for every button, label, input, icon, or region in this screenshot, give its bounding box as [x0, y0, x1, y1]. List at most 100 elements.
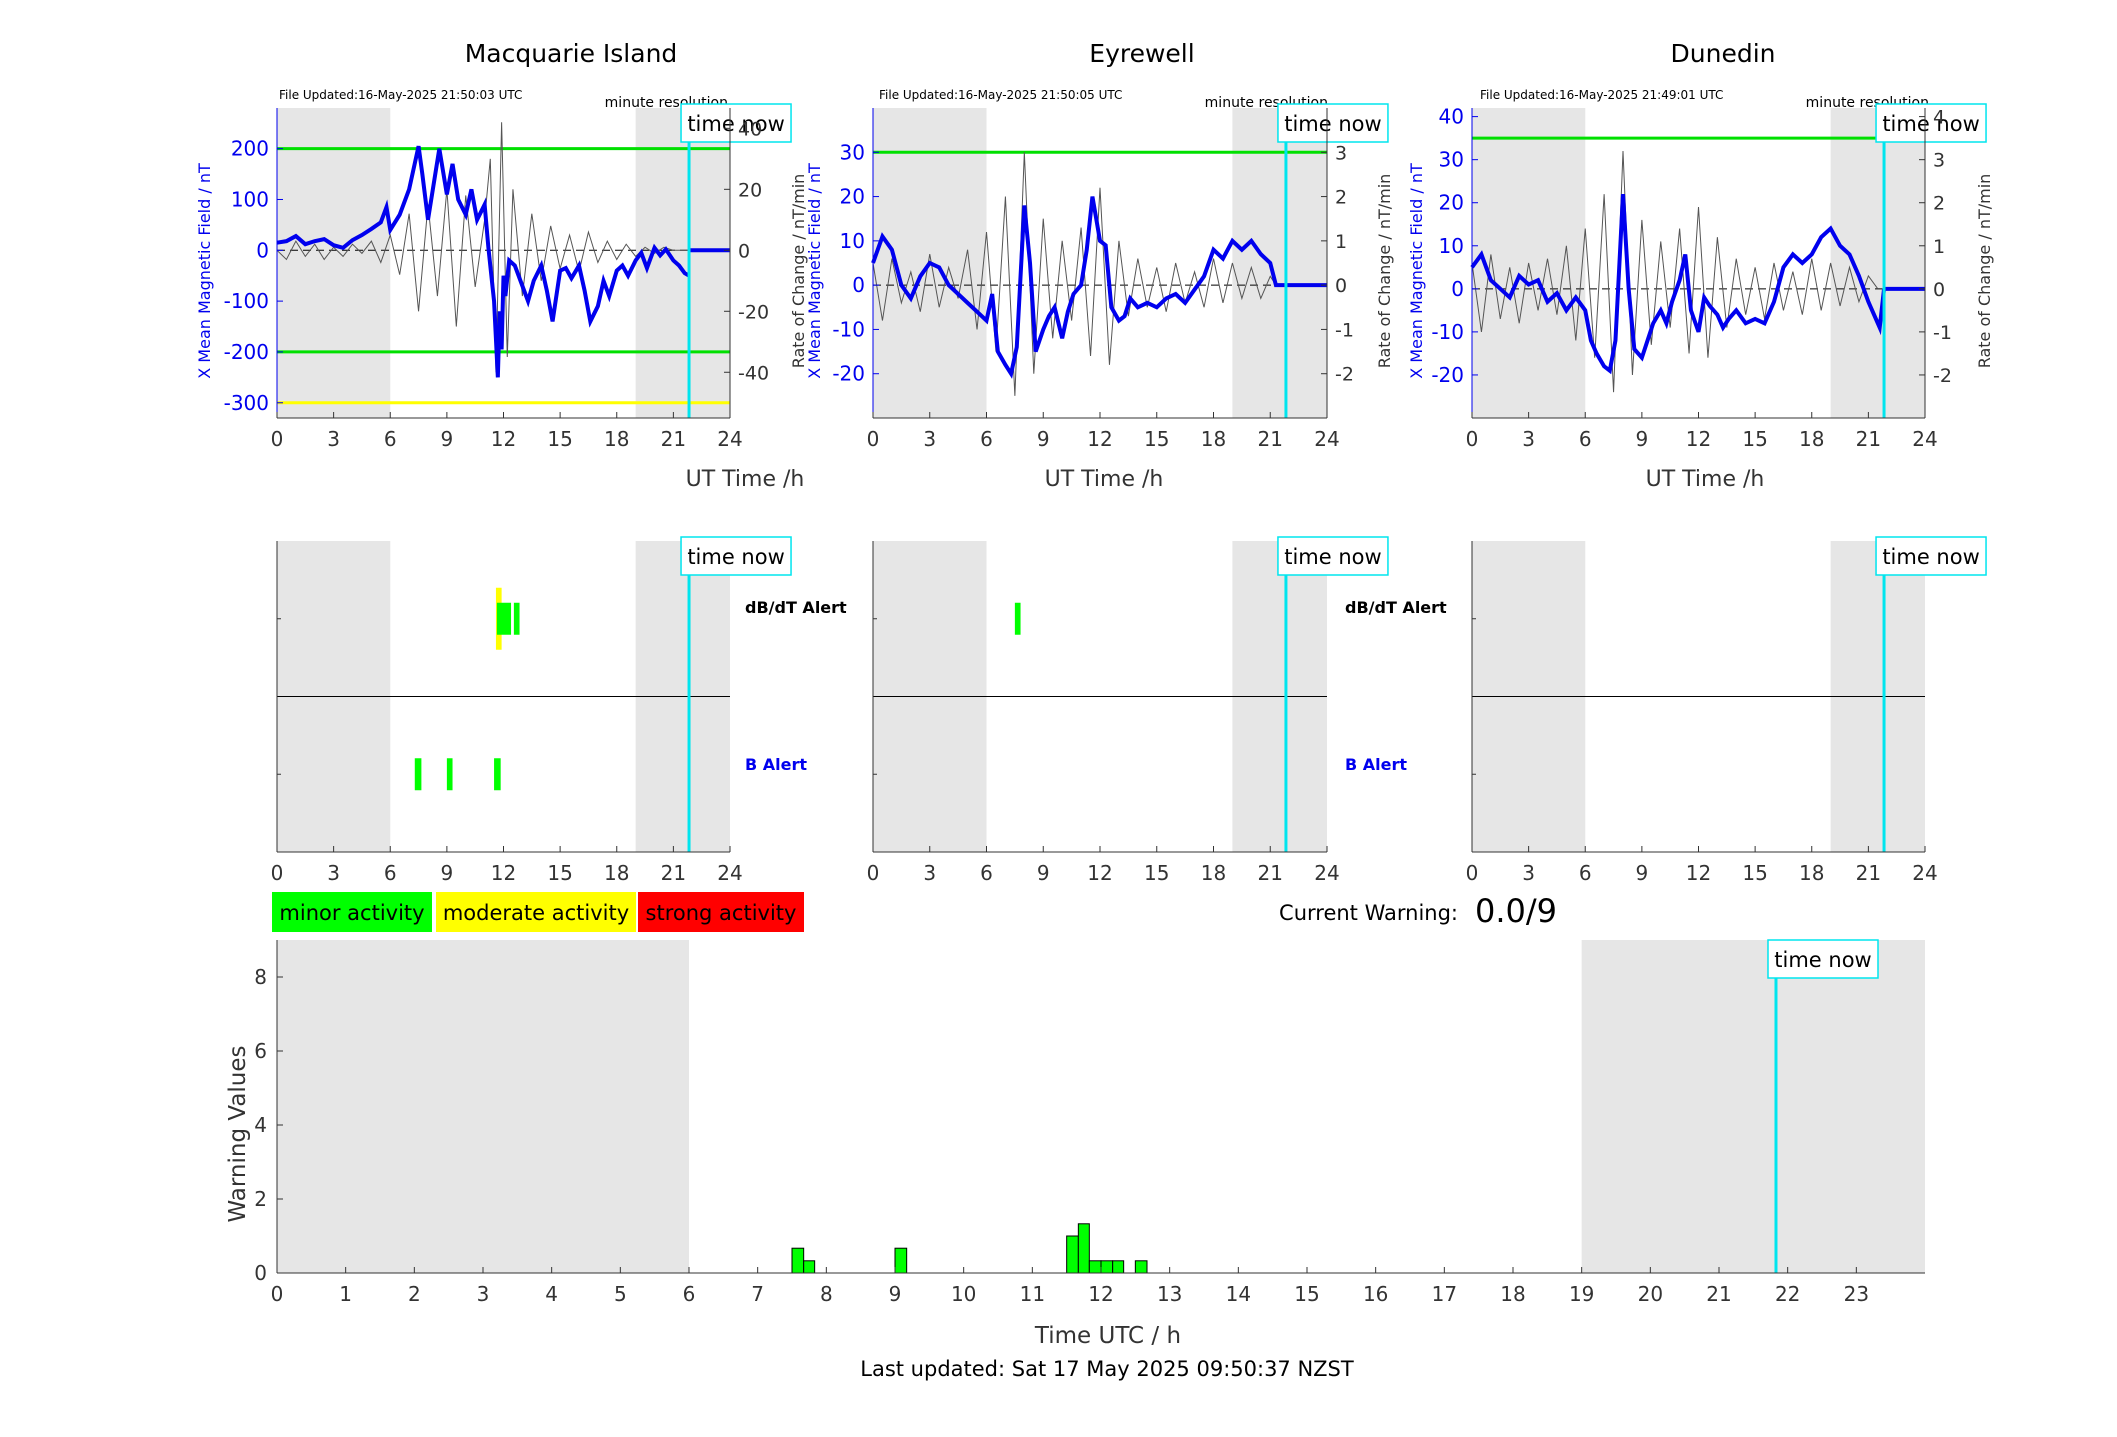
y-tick-label: 40	[1439, 105, 1464, 129]
time-now-box	[1277, 103, 1389, 143]
x-tick-label: 13	[1157, 1282, 1182, 1306]
x-tick-label: 9	[441, 427, 454, 451]
x-tick-label: 11	[1020, 1282, 1045, 1306]
y-tick-label: 4	[254, 1113, 267, 1137]
x-tick-label: 9	[1636, 427, 1649, 451]
x-tick-label: 0	[271, 1282, 284, 1306]
time-now-box	[1875, 103, 1987, 143]
y2-tick-label: -1	[1335, 319, 1354, 341]
x-tick-label: 9	[889, 1282, 902, 1306]
b-alert-label: B Alert	[1345, 755, 1407, 774]
x-tick-label: 3	[1522, 861, 1535, 885]
y-tick-label: 0	[852, 273, 865, 297]
y2-tick-label: 0	[1335, 275, 1347, 297]
x-tick-label: 15	[1294, 1282, 1319, 1306]
y2-tick-label: 20	[738, 179, 762, 201]
y2-tick-label: 4	[1933, 107, 1945, 129]
time-now-box	[680, 536, 792, 576]
time-now-label: time now	[1284, 545, 1381, 569]
time-now-label: time now	[687, 112, 784, 136]
y2-tick-label: 0	[738, 240, 750, 262]
file-updated-label: File Updated:16-May-2025 21:49:01 UTC	[1480, 88, 1723, 102]
y-tick-label: 10	[1439, 234, 1464, 258]
time-now-label: time now	[1882, 112, 1979, 136]
x-tick-label: 3	[477, 1282, 490, 1306]
legend-label-moderate: moderate activity	[443, 901, 629, 925]
y-axis-label: Warning Values	[225, 1045, 251, 1222]
rate-of-change-line	[276, 122, 690, 373]
field-line	[1470, 193, 1887, 375]
time-now-box	[680, 103, 792, 143]
warning-bar	[803, 1260, 816, 1274]
x-tick-label: 18	[1201, 861, 1226, 885]
x-tick-label: 24	[1314, 427, 1339, 451]
x-tick-label: 3	[923, 861, 936, 885]
y-tick-label: 0	[256, 238, 269, 262]
x-tick-label: 10	[951, 1282, 976, 1306]
warning-bar	[1100, 1260, 1114, 1274]
y-tick-label: -100	[224, 289, 269, 313]
current-warning-label: Current Warning:	[1279, 901, 1458, 925]
x-tick-label: 15	[547, 861, 572, 885]
time-now-label: time now	[1284, 112, 1381, 136]
x-tick-label: 24	[1912, 861, 1937, 885]
x-tick-label: 15	[547, 427, 572, 451]
legend-swatch-moderate	[436, 892, 636, 932]
alert-chart-macquarie: time now 0 3 6 9 12 15 18 21 24	[271, 536, 792, 885]
y-axis-label-rate: Rate of Change / nT/min	[1975, 174, 1994, 369]
y-tick-label: 8	[254, 965, 267, 989]
night-shading	[1581, 940, 1925, 1273]
x-tick-label: 1	[339, 1282, 352, 1306]
y-tick-label: -20	[832, 362, 865, 386]
x-tick-label: 0	[1466, 861, 1479, 885]
x-tick-label: 3	[1522, 427, 1535, 451]
night-shading	[635, 108, 730, 418]
x-tick-label: 2	[408, 1282, 421, 1306]
y-tick-label: -10	[1431, 320, 1464, 344]
x-tick-label: 0	[1466, 427, 1479, 451]
alert-event-minor	[494, 758, 501, 791]
y-tick-label: -20	[1431, 363, 1464, 387]
alert-chart-dunedin: time now 0 3 6 9 12 15 18 21 24	[1466, 536, 1987, 885]
x-tick-label: 5	[614, 1282, 627, 1306]
x-tick-label: 21	[661, 427, 686, 451]
y-tick-label: -300	[224, 391, 269, 415]
y-tick-label: 20	[840, 185, 865, 209]
x-tick-label: 12	[1686, 861, 1711, 885]
time-now-box	[1277, 536, 1389, 576]
y2-tick-label: 1	[1933, 236, 1945, 258]
night-shading	[277, 108, 391, 418]
x-axis-label: Time UTC / h	[1034, 1323, 1181, 1349]
x-tick-label: 18	[1799, 861, 1824, 885]
x-tick-label: 18	[1799, 427, 1824, 451]
x-tick-label: 0	[867, 427, 880, 451]
dbdt-alert-label: dB/dT Alert	[745, 598, 847, 617]
time-now-box	[1875, 536, 1987, 576]
x-tick-label: 21	[1706, 1282, 1731, 1306]
x-tick-label: 21	[661, 861, 686, 885]
x-tick-label: 12	[491, 861, 516, 885]
y2-tick-label: 2	[1933, 193, 1945, 215]
y2-tick-label: -1	[1933, 322, 1952, 344]
y2-tick-label: 40	[738, 118, 762, 140]
y2-tick-label: 1	[1335, 231, 1347, 253]
y2-tick-label: -2	[1335, 364, 1354, 386]
x-tick-label: 22	[1775, 1282, 1800, 1306]
night-shading	[1830, 108, 1925, 418]
y-tick-label: -10	[832, 317, 865, 341]
y-axis-label-field: X Mean Magnetic Field / nT	[805, 163, 824, 379]
field-line	[871, 196, 1286, 379]
field-line	[276, 145, 691, 378]
file-updated-label: File Updated:16-May-2025 21:50:05 UTC	[879, 88, 1122, 102]
alert-event-minor	[496, 602, 512, 635]
x-tick-label: 9	[441, 861, 454, 885]
x-tick-label: 0	[271, 427, 284, 451]
x-tick-label: 16	[1363, 1282, 1388, 1306]
current-warning-value: 0.0/9	[1475, 892, 1557, 930]
dbdt-alert-label: dB/dT Alert	[1345, 598, 1447, 617]
y-axis-label-rate: Rate of Change / nT/min	[1375, 174, 1394, 369]
y-axis-label-field: X Mean Magnetic Field / nT	[195, 163, 214, 379]
rate-of-change-line	[1471, 151, 1879, 393]
